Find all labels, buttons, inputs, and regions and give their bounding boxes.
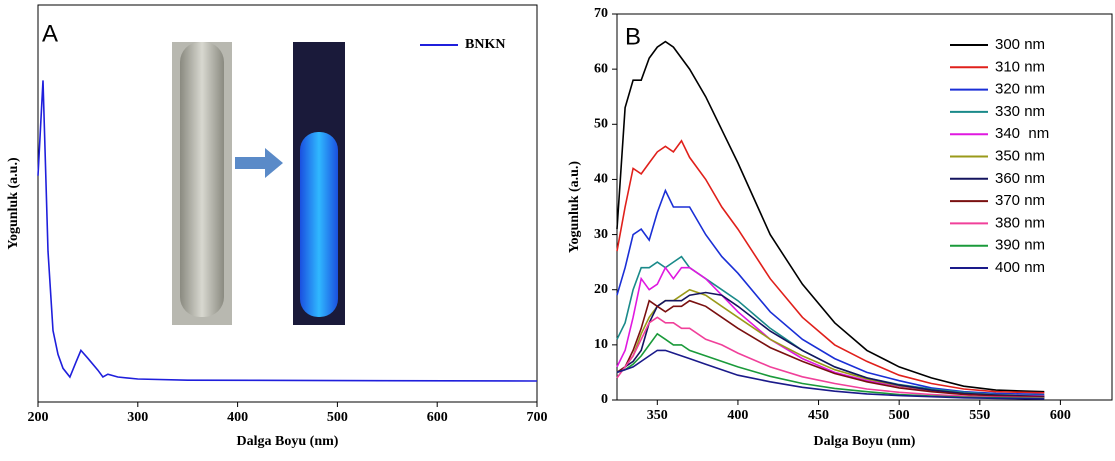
x-tick-label: 700 [527,410,548,425]
legend-label: 320 nm [995,81,1045,98]
y-tick-label: 30 [594,227,608,242]
legend-label: 350 nm [995,147,1045,164]
legend-label: 390 nm [995,237,1045,254]
y-tick-label: 0 [601,392,608,407]
x-tick-label: 600 [427,410,448,425]
x-tick-label: 600 [1050,408,1071,423]
x-axis-label: Dalga Boyu (nm) [814,434,916,449]
series-line [616,40,1045,393]
legend-label: 330 nm [995,103,1045,120]
x-tick-label: 400 [227,410,248,425]
plot-frame [616,13,1113,401]
legend-label: 370 nm [995,192,1045,209]
x-tick-label: 550 [969,408,990,423]
series-line [616,332,1045,400]
series-line [616,139,1045,394]
y-tick-label: 60 [594,61,608,76]
series-line [616,188,1045,396]
y-tick-label: 70 [594,6,608,21]
y-tick-label: 50 [594,117,608,132]
legend-label: BNKN [465,37,505,52]
x-tick-label: 500 [889,408,910,423]
series-line [616,291,1045,398]
series-line [616,349,1045,400]
series-line [616,316,1045,399]
series-line [616,255,1045,397]
x-tick-label: 300 [127,410,148,425]
x-tick-label: 500 [327,410,348,425]
series-line [616,299,1045,398]
x-tick-label: 400 [727,408,748,423]
legend-label: 340 nm [995,125,1049,142]
photo-inset [172,42,345,325]
panel-label: B [625,23,641,50]
x-tick-label: 450 [808,408,829,423]
legend-label: 360 nm [995,170,1045,187]
y-axis-label: Yogunluk (a.u.) [6,157,21,250]
plot-frame [37,4,538,403]
panel-label: A [42,20,58,47]
legend-label: 380 nm [995,214,1045,231]
y-axis-label: Yogunluk (a.u.) [567,161,582,254]
x-tick-label: 200 [28,410,49,425]
legend-label: 400 nm [995,259,1045,276]
y-tick-label: 40 [594,172,608,187]
x-tick-label: 350 [647,408,668,423]
series-line [37,80,538,382]
legend-label: 310 nm [995,58,1045,75]
series-line [616,266,1045,397]
legend-label: 300 nm [995,36,1045,53]
y-tick-label: 20 [594,282,608,297]
x-axis-label: Dalga Boyu (nm) [237,434,339,449]
y-tick-label: 10 [594,337,608,352]
